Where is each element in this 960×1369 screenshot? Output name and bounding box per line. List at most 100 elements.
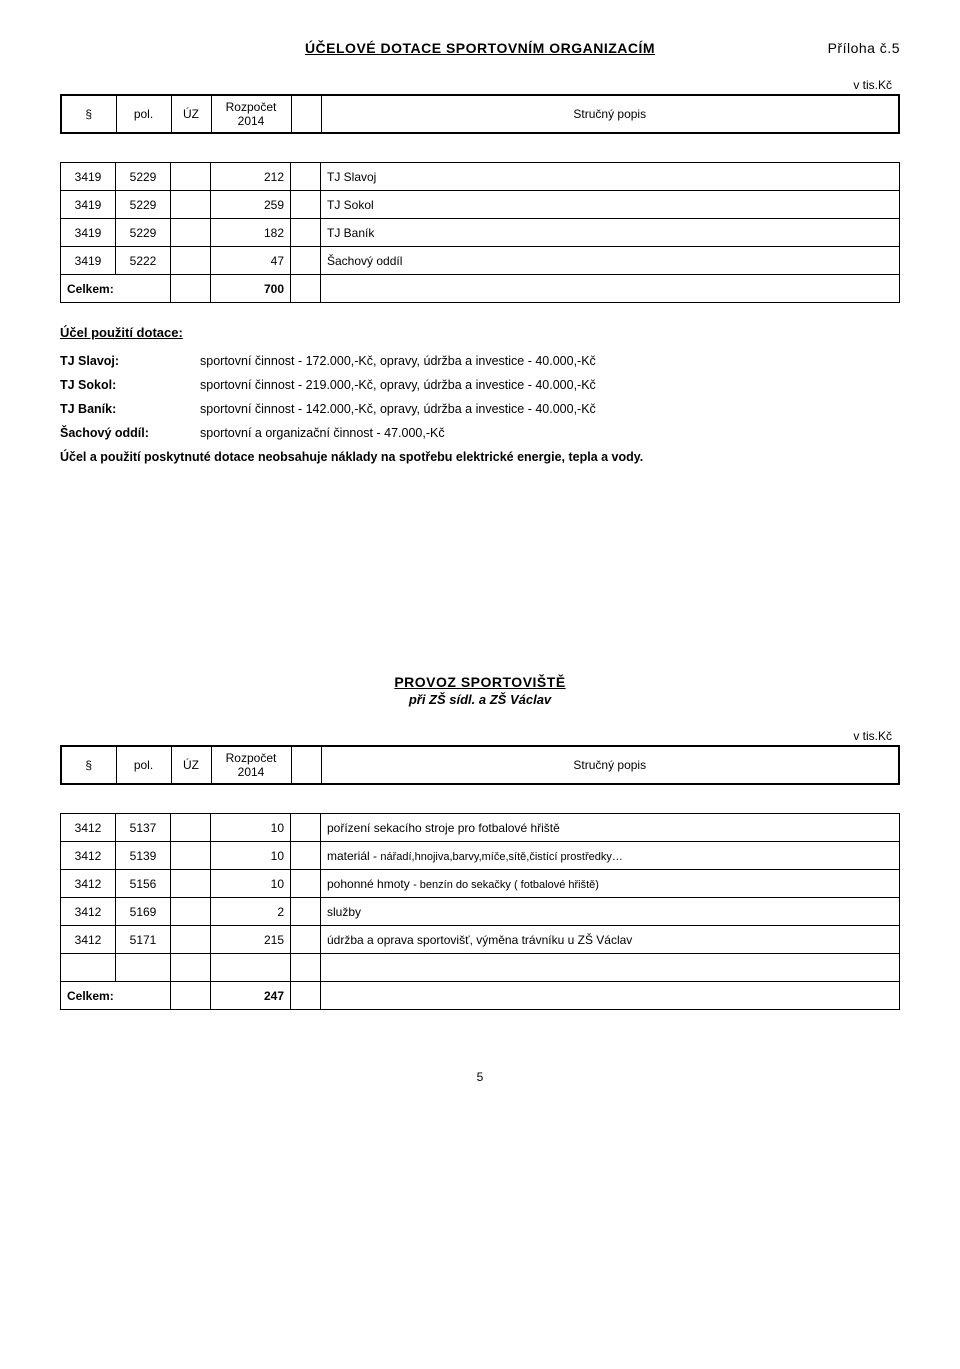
desc-note: - benzín do sekačky ( fotbalové hřiště) xyxy=(413,879,599,891)
usage-row: TJ Sokol:sportovní činnost - 219.000,-Kč… xyxy=(60,378,900,392)
usage-key: TJ Baník: xyxy=(60,402,200,416)
cell-gap xyxy=(291,247,321,275)
column-header-table: § pol. ÚZ Rozpočet 2014 Stručný popis xyxy=(60,94,900,134)
cell-amount: 259 xyxy=(211,191,291,219)
usage-row: TJ Slavoj:sportovní činnost - 172.000,-K… xyxy=(60,354,900,368)
cell-par: 3419 xyxy=(61,219,116,247)
cell-uz xyxy=(171,898,211,926)
cell-desc: Šachový oddíl xyxy=(321,247,900,275)
usage-key: TJ Sokol: xyxy=(60,378,200,392)
usage-row: Šachový oddíl:sportovní a organizační či… xyxy=(60,426,900,440)
cell-pol: 5229 xyxy=(116,191,171,219)
page-header: ÚČELOVÉ DOTACE SPORTOVNÍM ORGANIZACÍM Př… xyxy=(60,40,900,56)
table-row: 34195222 47 Šachový oddíl xyxy=(61,247,900,275)
table-row: 34195229 259 TJ Sokol xyxy=(61,191,900,219)
col-gap xyxy=(291,95,321,133)
table-row: 3412513710pořízení sekacího stroje pro f… xyxy=(61,814,900,842)
cell-desc: služby xyxy=(321,898,900,926)
cell-pol: 5222 xyxy=(116,247,171,275)
total-label: Celkem: xyxy=(61,982,171,1010)
usage-row: TJ Baník:sportovní činnost - 142.000,-Kč… xyxy=(60,402,900,416)
col-par: § xyxy=(61,95,116,133)
cell-uz xyxy=(171,163,211,191)
cell-pol: 5156 xyxy=(116,870,171,898)
table-row: 34195229 182 TJ Baník xyxy=(61,219,900,247)
col-uz: ÚZ xyxy=(171,95,211,133)
cell-pol: 5137 xyxy=(116,814,171,842)
provoz-title: PROVOZ SPORTOVIŠTĚ xyxy=(60,674,900,690)
cell-uz xyxy=(171,219,211,247)
annex-label: Příloha č.5 xyxy=(828,40,900,56)
dotace-table: 34195229212TJ Slavoj34195229259TJ Sokol3… xyxy=(60,162,900,303)
cell-gap xyxy=(291,219,321,247)
usage-value: sportovní a organizační činnost - 47.000… xyxy=(200,426,900,440)
cell-amount: 47 xyxy=(211,247,291,275)
col-rozpocet: Rozpočet 2014 xyxy=(211,746,291,784)
spacer xyxy=(60,464,900,674)
cell-par: 3419 xyxy=(61,163,116,191)
total-label: Celkem: xyxy=(61,275,171,303)
usage-value: sportovní činnost - 219.000,-Kč, opravy,… xyxy=(200,378,900,392)
col-popis: Stručný popis xyxy=(321,746,899,784)
cell-desc: TJ Sokol xyxy=(321,191,900,219)
cell-gap xyxy=(291,191,321,219)
cell-gap xyxy=(291,842,321,870)
cell-uz xyxy=(171,926,211,954)
cell-par: 3412 xyxy=(61,842,116,870)
usage-value: sportovní činnost - 142.000,-Kč, opravy,… xyxy=(200,402,900,416)
cell-desc: TJ Baník xyxy=(321,219,900,247)
total-row: Celkem:247 xyxy=(61,982,900,1010)
cell-uz xyxy=(171,191,211,219)
unit-label: v tis.Kč xyxy=(60,78,900,92)
total-row: Celkem: 700 xyxy=(61,275,900,303)
main-title: ÚČELOVÉ DOTACE SPORTOVNÍM ORGANIZACÍM xyxy=(305,40,655,56)
cell-gap xyxy=(291,898,321,926)
col-rozpocet: Rozpočet 2014 xyxy=(211,95,291,133)
col-popis: Stručný popis xyxy=(321,95,899,133)
cell-pol: 5229 xyxy=(116,163,171,191)
col-uz: ÚZ xyxy=(171,746,211,784)
total-value: 700 xyxy=(211,275,291,303)
cell-pol: 5169 xyxy=(116,898,171,926)
usage-note: Účel a použití poskytnuté dotace neobsah… xyxy=(60,450,900,464)
cell-desc: pořízení sekacího stroje pro fotbalové h… xyxy=(321,814,900,842)
table-row: 34125171215údržba a oprava sportovišť, v… xyxy=(61,926,900,954)
cell-gap xyxy=(291,870,321,898)
cell-par: 3412 xyxy=(61,870,116,898)
usage-key: TJ Slavoj: xyxy=(60,354,200,368)
cell-par: 3419 xyxy=(61,191,116,219)
table-row: 3412513910materiál - nářadí,hnojiva,barv… xyxy=(61,842,900,870)
cell-amount: 215 xyxy=(211,926,291,954)
desc-note: nářadí,hnojiva,barvy,míče,sítě,čistící p… xyxy=(380,851,623,863)
blank-row xyxy=(61,954,900,982)
cell-desc: materiál - nářadí,hnojiva,barvy,míče,sít… xyxy=(321,842,900,870)
usage-list: TJ Slavoj:sportovní činnost - 172.000,-K… xyxy=(60,354,900,440)
cell-gap xyxy=(291,163,321,191)
col-par: § xyxy=(61,746,116,784)
cell-amount: 2 xyxy=(211,898,291,926)
col-gap xyxy=(291,746,321,784)
provoz-subtitle: při ZŠ sídl. a ZŠ Václav xyxy=(60,692,900,707)
cell-amount: 10 xyxy=(211,870,291,898)
usage-heading: Účel použití dotace: xyxy=(60,325,900,340)
cell-uz xyxy=(171,247,211,275)
usage-value: sportovní činnost - 172.000,-Kč, opravy,… xyxy=(200,354,900,368)
cell-desc: údržba a oprava sportovišť, výměna trávn… xyxy=(321,926,900,954)
usage-key: Šachový oddíl: xyxy=(60,426,200,440)
provoz-unit: v tis.Kč xyxy=(60,729,900,743)
cell-uz xyxy=(171,842,211,870)
cell-gap xyxy=(291,814,321,842)
provoz-table: 3412513710pořízení sekacího stroje pro f… xyxy=(60,813,900,1010)
table-row: 34195229212TJ Slavoj xyxy=(61,163,900,191)
cell-uz xyxy=(171,814,211,842)
cell-pol: 5171 xyxy=(116,926,171,954)
cell-amount: 182 xyxy=(211,219,291,247)
provoz-header: PROVOZ SPORTOVIŠTĚ při ZŠ sídl. a ZŠ Vác… xyxy=(60,674,900,707)
col-pol: pol. xyxy=(116,746,171,784)
cell-pol: 5139 xyxy=(116,842,171,870)
cell-par: 3412 xyxy=(61,898,116,926)
cell-par: 3419 xyxy=(61,247,116,275)
cell-desc: TJ Slavoj xyxy=(321,163,900,191)
cell-pol: 5229 xyxy=(116,219,171,247)
provoz-column-header: § pol. ÚZ Rozpočet 2014 Stručný popis xyxy=(60,745,900,785)
